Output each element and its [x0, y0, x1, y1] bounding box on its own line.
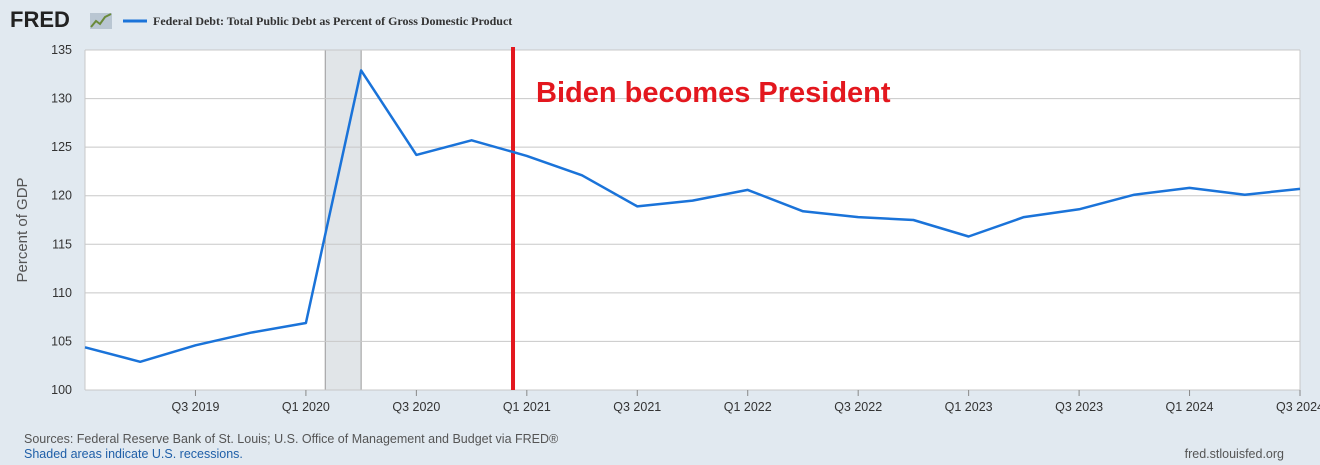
- y-tick-label: 125: [51, 140, 72, 154]
- site-link[interactable]: fred.stlouisfed.org: [1184, 447, 1284, 461]
- x-tick-label: Q1 2021: [503, 400, 551, 414]
- x-tick-label: Q3 2023: [1055, 400, 1103, 414]
- y-tick-label: 105: [51, 334, 72, 348]
- x-tick-label: Q1 2024: [1166, 400, 1214, 414]
- fred-line-chart: FRED Federal Debt: Total Public Debt as …: [10, 7, 1320, 414]
- recession-shading: [324, 49, 362, 391]
- fred-logo[interactable]: FRED: [10, 7, 70, 32]
- sources-note: Sources: Federal Reserve Bank of St. Lou…: [24, 432, 559, 446]
- fred-logo-graph-icon: [90, 13, 112, 29]
- x-axis-ticks: Q3 2019 Q1 2020 Q3 2020 Q1 2021 Q3 2021 Q1 20…: [171, 390, 1320, 414]
- legend-label: Federal Debt: Total Public Debt as Perce…: [153, 14, 512, 28]
- plot-area: [85, 50, 1300, 390]
- x-tick-label: Q3 2021: [613, 400, 661, 414]
- y-tick-label: 130: [51, 92, 72, 106]
- y-tick-label: 110: [52, 286, 72, 300]
- x-tick-label: Q3 2019: [171, 400, 219, 414]
- x-tick-label: Q3 2020: [392, 400, 440, 414]
- recession-note-link[interactable]: Shaded areas indicate U.S. recessions.: [24, 447, 243, 461]
- x-tick-label: Q1 2022: [724, 400, 772, 414]
- y-tick-label: 120: [51, 189, 72, 203]
- y-axis-label: Percent of GDP: [14, 177, 31, 282]
- annotation-label: Biden becomes President: [536, 77, 891, 109]
- y-axis-ticks: 100 105 110 115 120 125 130 135: [51, 43, 72, 397]
- y-tick-label: 115: [52, 237, 72, 251]
- x-tick-label: Q3 2024: [1276, 400, 1320, 414]
- x-tick-label: Q1 2023: [945, 400, 993, 414]
- x-tick-label: Q1 2020: [282, 400, 330, 414]
- y-tick-label: 100: [51, 383, 72, 397]
- y-tick-label: 135: [51, 43, 72, 57]
- x-tick-label: Q3 2022: [834, 400, 882, 414]
- gridlines: [84, 49, 1301, 391]
- series-line[interactable]: [84, 69, 1301, 364]
